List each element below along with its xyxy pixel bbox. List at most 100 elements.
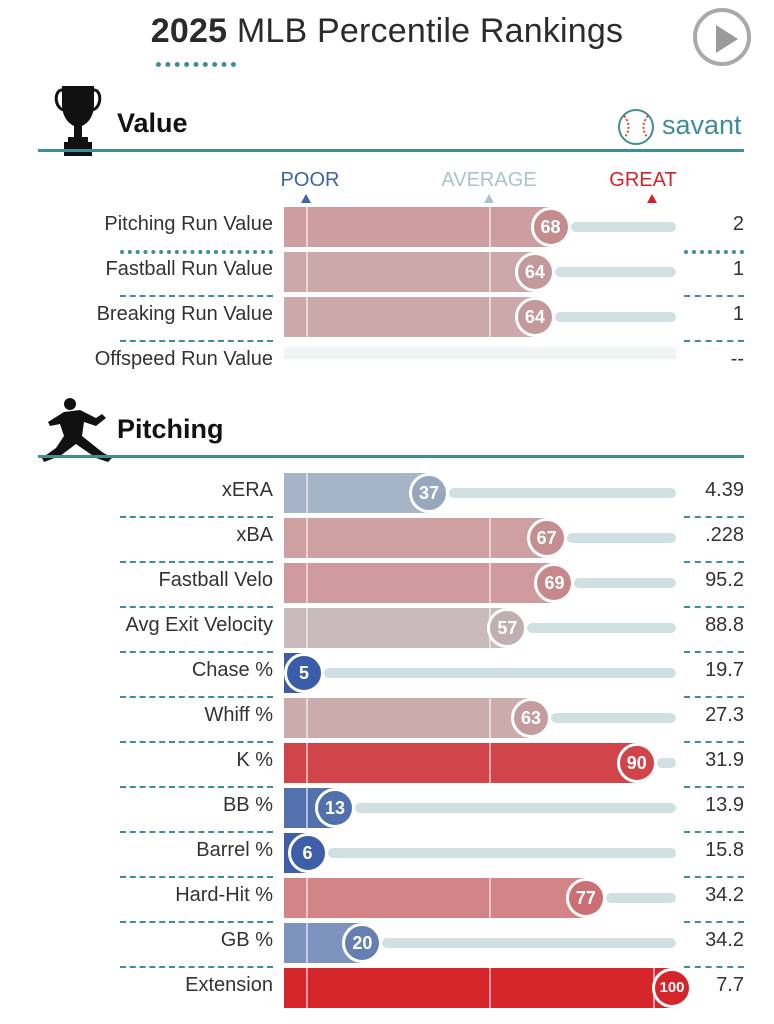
row-stat-value: -- <box>730 348 744 370</box>
row-separator-right <box>684 606 744 608</box>
row-separator-left <box>120 295 273 297</box>
row-label: K % <box>236 749 273 771</box>
row-separator-left <box>120 696 273 698</box>
percentile-track <box>605 893 676 903</box>
percentile-bubble: 37 <box>409 473 450 513</box>
row-separator-left <box>120 741 273 743</box>
section-title-value: Value <box>117 108 188 138</box>
row-separator-left <box>120 561 273 563</box>
row-separator-right <box>684 696 744 698</box>
bar-empty <box>284 347 676 359</box>
row-label: xERA <box>221 479 273 501</box>
row-separator-left <box>120 966 273 968</box>
row-separator-right <box>684 561 744 563</box>
row-stat-value: 34.2 <box>705 929 744 951</box>
percentile-bubble: 69 <box>534 563 575 603</box>
row-stat-value: 27.3 <box>705 704 744 726</box>
row-label: BB % <box>222 794 273 816</box>
bar-guide-line <box>489 297 491 337</box>
percentile-bar <box>284 608 508 648</box>
bar-guide-line <box>489 743 491 783</box>
pitcher-icon <box>42 398 112 462</box>
row-separator-right <box>684 516 744 518</box>
percentile-bubble: 13 <box>314 788 355 828</box>
percentile-track <box>554 267 676 277</box>
row-separator-left <box>120 606 273 608</box>
percentile-track <box>554 312 676 322</box>
scale-average-marker <box>484 194 494 203</box>
row-stat-value: 88.8 <box>705 614 744 636</box>
row-separator-right <box>684 921 744 923</box>
row-separator-left <box>120 876 273 878</box>
row-label: Hard-Hit % <box>175 884 273 906</box>
bar-guide-line <box>306 743 308 783</box>
bar-guide-line <box>306 968 308 1008</box>
row-separator-right <box>684 741 744 743</box>
bar-guide-line <box>489 878 491 918</box>
row-separator-left <box>120 651 273 653</box>
title-year: 2025 <box>150 12 228 50</box>
row-label: xBA <box>236 524 273 546</box>
bar-guide-line <box>306 878 308 918</box>
scale-poor-label: POOR <box>280 169 340 191</box>
percentile-track <box>550 713 676 723</box>
row-separator-right <box>684 966 744 968</box>
percentile-bubble: 67 <box>526 518 567 558</box>
bar-guide-line <box>306 563 308 603</box>
percentile-track <box>449 488 676 498</box>
row-label: Pitching Run Value <box>104 213 273 235</box>
row-separator-right <box>684 831 744 833</box>
row-separator-left <box>120 516 273 518</box>
brand-name: savant <box>662 110 742 140</box>
bar-guide-line <box>489 207 491 247</box>
percentile-bar <box>284 252 535 292</box>
bar-guide-line <box>489 518 491 558</box>
percentile-bubble: 64 <box>514 252 555 292</box>
percentile-bubble: 77 <box>565 878 606 918</box>
row-stat-value: 31.9 <box>705 749 744 771</box>
scale-average-label: AVERAGE <box>441 169 537 191</box>
percentile-bubble: 57 <box>487 608 528 648</box>
percentile-track <box>354 803 676 813</box>
percentile-bubble: 20 <box>342 923 383 963</box>
row-separator-right <box>684 340 744 342</box>
row-stat-value: 19.7 <box>705 659 744 681</box>
percentile-bar <box>284 207 551 247</box>
percentile-bubble: 100 <box>652 968 692 1008</box>
bar-guide-line <box>306 252 308 292</box>
percentile-track <box>574 578 676 588</box>
percentile-bubble: 6 <box>287 833 328 873</box>
row-separator-left <box>120 921 273 923</box>
row-stat-value: 13.9 <box>705 794 744 816</box>
page-title: 2025 MLB Percentile Rankings <box>0 12 774 51</box>
scale-poor-marker <box>301 194 311 203</box>
row-label: Whiff % <box>204 704 273 726</box>
percentile-bubble: 64 <box>514 297 555 337</box>
percentile-bar <box>284 518 547 558</box>
row-label: Extension <box>185 974 273 996</box>
row-separator-right <box>684 651 744 653</box>
percentile-bubble: 90 <box>616 743 657 783</box>
bar-guide-line <box>306 923 308 963</box>
title-text: MLB Percentile Rankings <box>236 12 624 50</box>
bar-guide-line <box>489 698 491 738</box>
bar-guide-line <box>306 207 308 247</box>
bar-guide-line <box>306 473 308 513</box>
row-label: Barrel % <box>196 839 273 861</box>
percentile-bar <box>284 563 555 603</box>
percentile-bubble: 68 <box>530 207 571 247</box>
row-label: Fastball Run Value <box>105 258 274 280</box>
percentile-bar <box>284 968 672 1008</box>
play-button[interactable] <box>693 8 751 66</box>
section-rule-pitching <box>38 455 744 458</box>
row-stat-value: 34.2 <box>705 884 744 906</box>
scale-great-label: GREAT <box>609 169 677 191</box>
row-separator-left <box>120 831 273 833</box>
percentile-bar <box>284 473 430 513</box>
row-stat-value: 1 <box>732 303 744 325</box>
row-stat-value: 7.7 <box>716 974 744 996</box>
percentile-track <box>570 222 676 232</box>
row-label: Avg Exit Velocity <box>125 614 273 636</box>
bar-guide-line <box>489 563 491 603</box>
row-label: Chase % <box>191 659 273 681</box>
